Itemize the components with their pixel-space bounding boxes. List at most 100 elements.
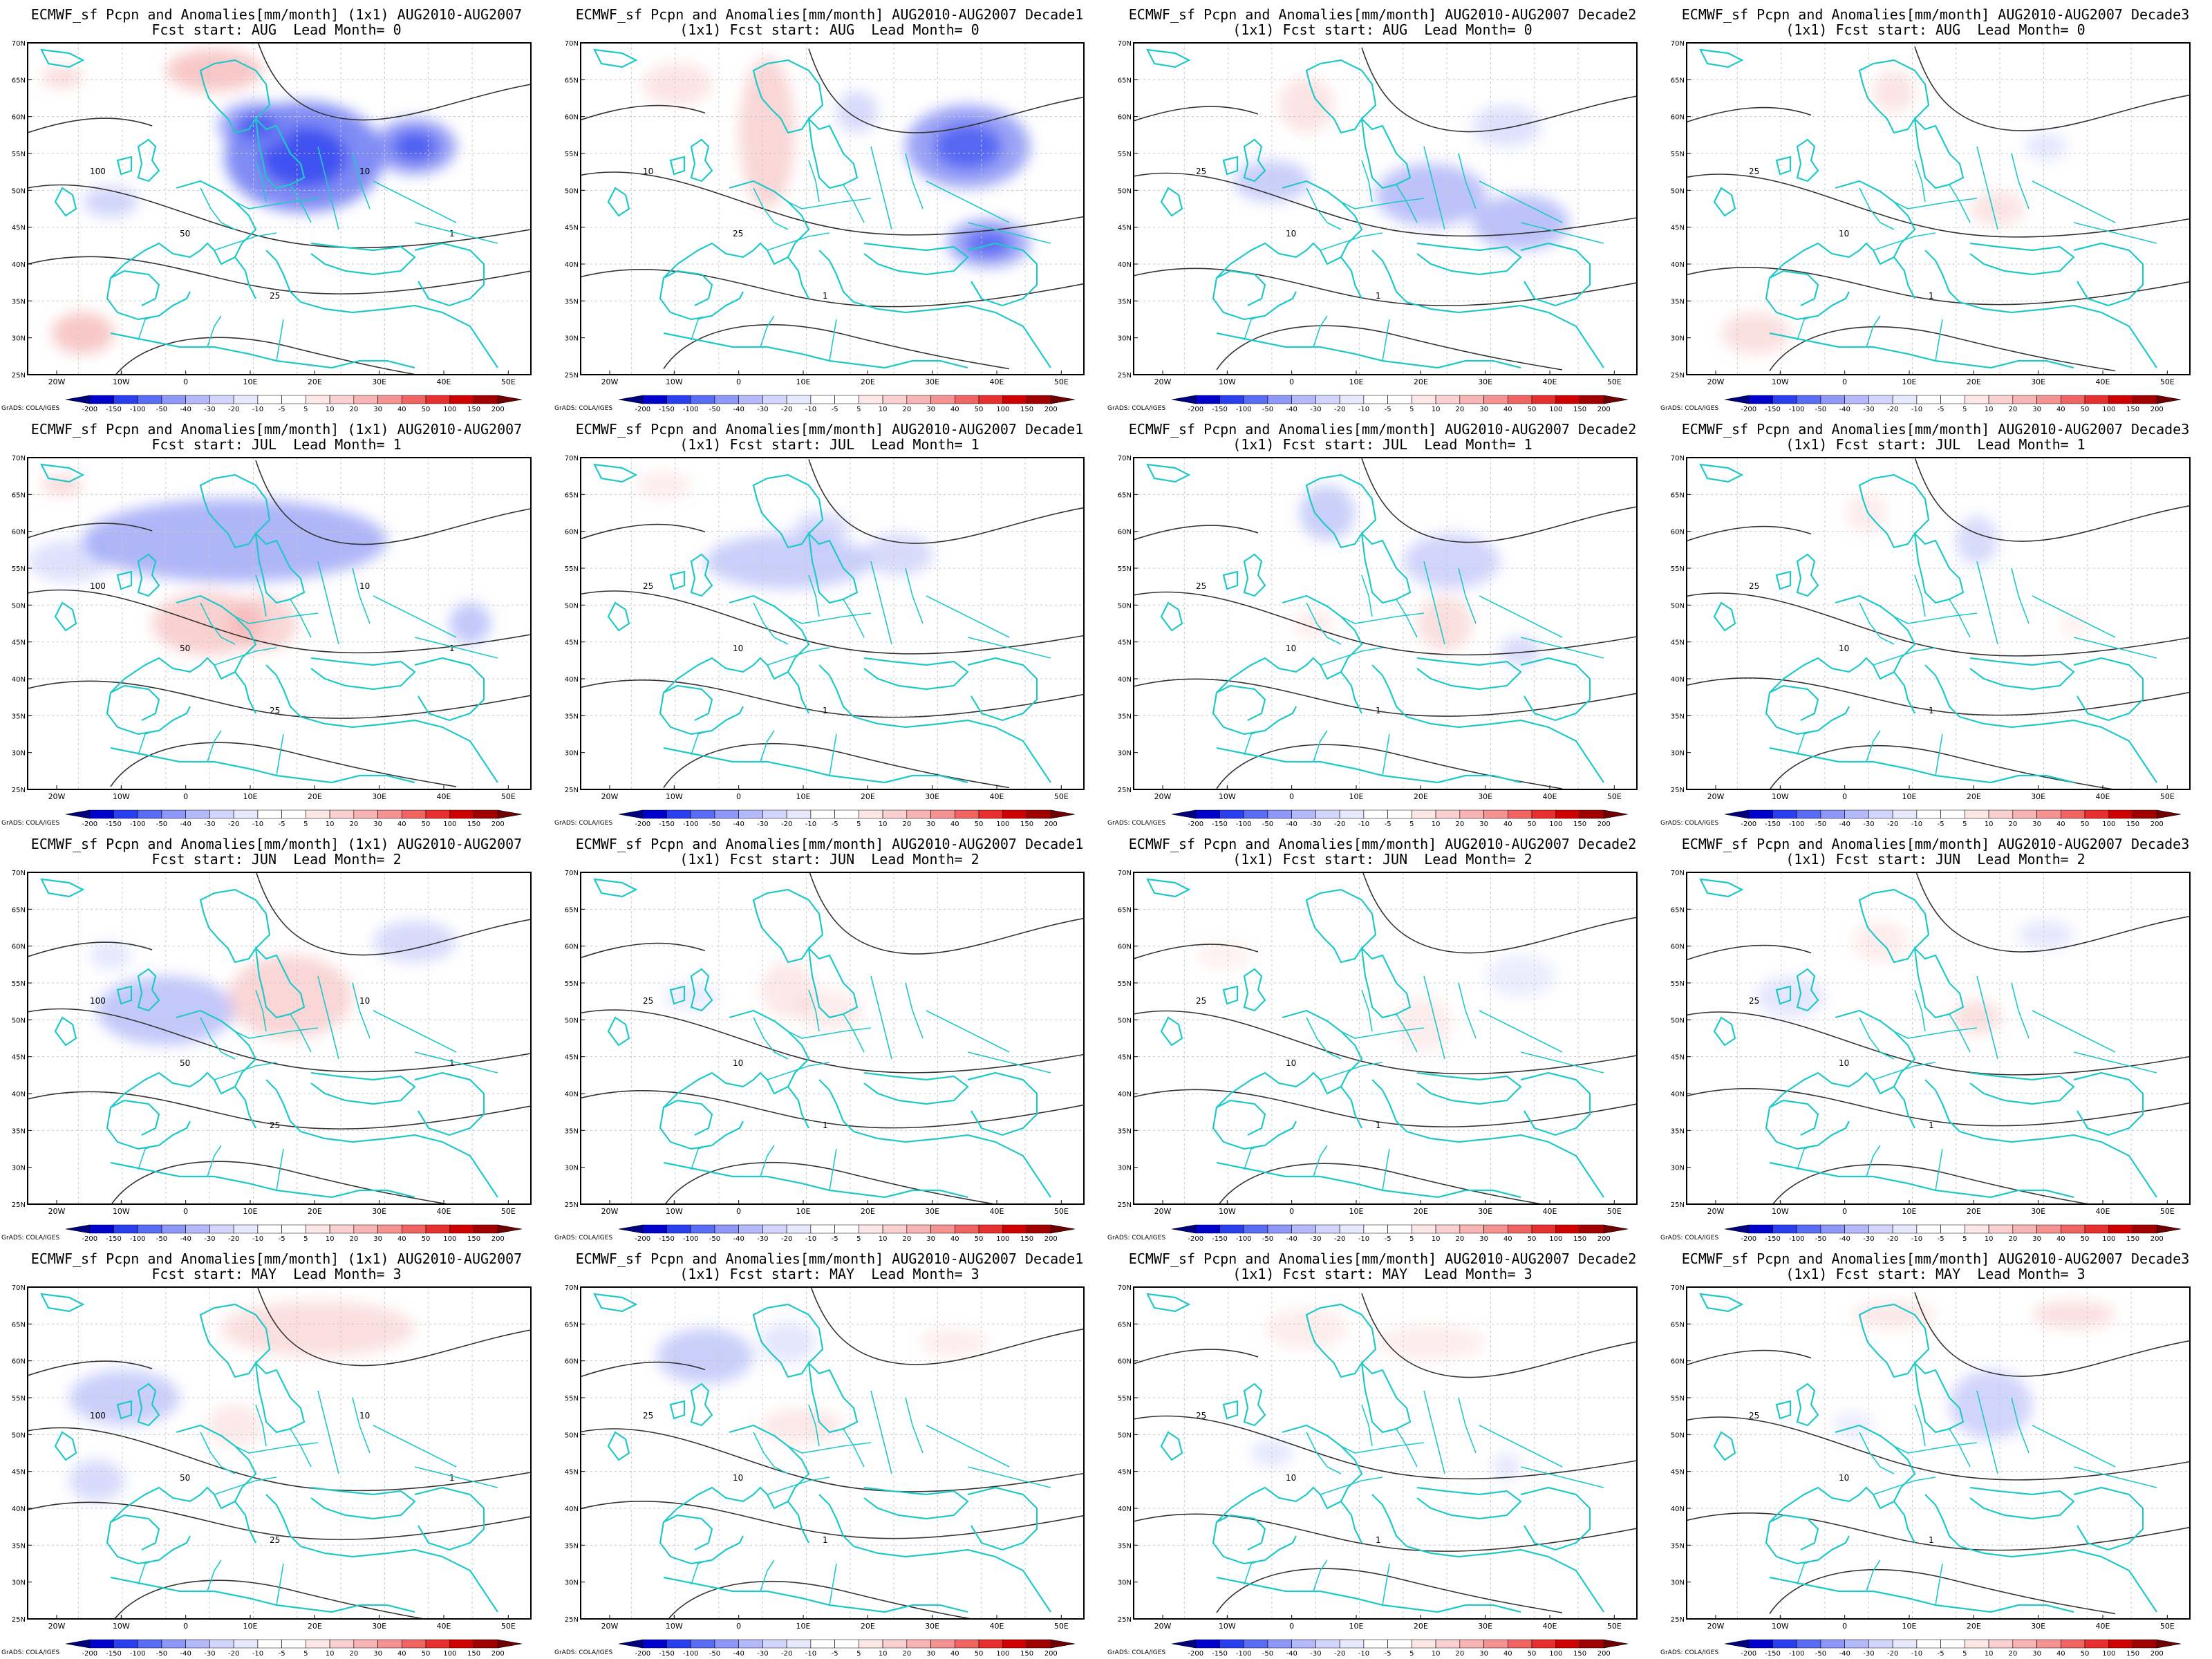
coastline (2073, 657, 2144, 722)
colorbar-swatch (1315, 1224, 1340, 1234)
country-border (352, 1397, 371, 1454)
colorbar-label: 100 (996, 406, 1009, 413)
coastline (1340, 1086, 1362, 1129)
country-border (1479, 180, 1563, 223)
colorbar-swatch (2036, 1224, 2061, 1234)
colorbar-label: 5 (856, 1650, 861, 1658)
map-panel: ECMWF_sf Pcpn and Anomalies[mm/month] (1… (0, 830, 553, 1244)
country-border (352, 153, 371, 209)
contour-line (28, 1360, 153, 1376)
lat-tick-label: 70N (1118, 870, 1132, 877)
contour-label: 25 (270, 1121, 280, 1130)
lon-tick-label: 30E (925, 1207, 939, 1216)
colorbar-swatch (306, 395, 330, 404)
colorbar-swatch (2156, 809, 2182, 819)
contour-line (1772, 1163, 2092, 1204)
colorbar-swatch (2156, 1224, 2182, 1234)
colorbar-label: 50 (1528, 1235, 1537, 1243)
coastline (1216, 1514, 1266, 1550)
colorbar: -200 -150 -100 -50 -40 -30 -20 -10 -5 5 10 20 30 40 50… (1171, 809, 1629, 828)
contour-label: 50 (180, 1058, 190, 1068)
colorbar-swatch (834, 1639, 859, 1649)
colorbar-label: 30 (2032, 406, 2041, 413)
lon-tick-label: 10E (796, 1622, 811, 1631)
colorbar-label: 100 (1549, 406, 1562, 413)
coastline (690, 1382, 713, 1427)
lat-tick-label: 60N (1671, 114, 1685, 122)
colorbar-label: 200 (1044, 406, 1058, 413)
colorbar-label: 10 (1985, 1650, 1994, 1658)
country-border (753, 1017, 789, 1060)
coastline (593, 1293, 638, 1313)
map-panel: ECMWF_sf Pcpn and Anomalies[mm/month] AU… (1659, 415, 2212, 830)
colorbar-label: -200 (1741, 821, 1756, 828)
coastline (1243, 968, 1266, 1012)
coastline (1212, 180, 1363, 321)
colorbar-swatch (233, 395, 259, 404)
colorbar-swatch (1315, 1639, 1340, 1649)
colorbar: -200 -150 -100 -50 -40 -30 -20 -10 -5 5 10 20 30 40 50… (65, 1639, 523, 1658)
contour-line (581, 171, 1084, 236)
coastline (414, 1486, 485, 1551)
country-border (1976, 1390, 1998, 1474)
coastline (1340, 256, 1362, 299)
colorbar-swatch (113, 809, 138, 819)
coastline (1924, 250, 1960, 303)
country-border (1866, 1559, 1881, 1592)
lon-tick-label: 0 (736, 792, 741, 801)
country-border (1479, 1425, 1563, 1468)
colorbar-swatch (1844, 1639, 1869, 1649)
map-frame (27, 872, 532, 1205)
lon-tick-label: 10E (1349, 1622, 1364, 1631)
lat-tick-label: 25N (565, 372, 579, 379)
colorbar-swatch (1459, 1639, 1484, 1649)
coastlines (1146, 1293, 1604, 1613)
colorbar-label: 50 (975, 1650, 984, 1658)
colorbar-swatch (1195, 809, 1220, 819)
lon-tick-label: 20E (1414, 377, 1428, 386)
coastline (1520, 1071, 1591, 1136)
country-border (214, 232, 277, 251)
lon-tick-label: 30E (372, 792, 386, 801)
colorbar-label: -5 (1385, 1235, 1391, 1243)
colorbar-swatch (642, 1639, 667, 1649)
colorbar-label: -200 (82, 1235, 97, 1243)
colorbar-label: -30 (1863, 1650, 1874, 1658)
lat-tick-label: 25N (12, 787, 26, 794)
coastline (2073, 1071, 2144, 1136)
contour-line (1687, 106, 1812, 123)
colorbar-label: -5 (279, 406, 285, 413)
colorbar-swatch (209, 809, 234, 819)
country-border (808, 1404, 820, 1447)
map-background (1687, 458, 2190, 789)
contour-label: 25 (1749, 1411, 1759, 1421)
colorbar-label: -150 (659, 1235, 675, 1243)
colorbar-swatch (882, 809, 908, 819)
coastline (1858, 888, 1930, 964)
colorbar-label: 200 (1597, 406, 1611, 413)
graticule (1134, 458, 1637, 789)
colorbar-swatch (257, 1639, 282, 1649)
lat-tick-label: 70N (12, 870, 26, 877)
lat-tick-label: 50N (1118, 1432, 1132, 1439)
colorbar-swatch (1724, 1224, 1750, 1234)
colorbar-swatch (810, 1639, 835, 1649)
colorbar-swatch (834, 1224, 859, 1234)
colorbar-swatch (209, 1639, 234, 1649)
lat-tick-label: 25N (565, 787, 579, 794)
colorbar-swatch (402, 1224, 427, 1234)
colorbar: -200 -150 -100 -50 -40 -30 -20 -10 -5 5 10 20 30 40 50… (618, 809, 1076, 828)
colorbar-swatch (978, 1224, 1004, 1234)
lon-tick-label: 20E (861, 377, 875, 386)
colorbar-label: 150 (2126, 1235, 2139, 1243)
country-border (1361, 160, 1373, 203)
lat-tick-label: 60N (565, 1358, 579, 1366)
lat-tick-label: 35N (1671, 298, 1685, 306)
colorbar-swatch (113, 1639, 138, 1649)
lat-tick-label: 30N (565, 1165, 579, 1172)
coastline (1913, 116, 1965, 189)
panel-subtitle: (1x1) Fcst start: AUG Lead Month= 0 (1232, 21, 1533, 38)
lat-tick-label: 55N (565, 151, 579, 158)
colorbar-swatch (1988, 395, 2014, 404)
colorbar-swatch (1171, 1639, 1197, 1649)
